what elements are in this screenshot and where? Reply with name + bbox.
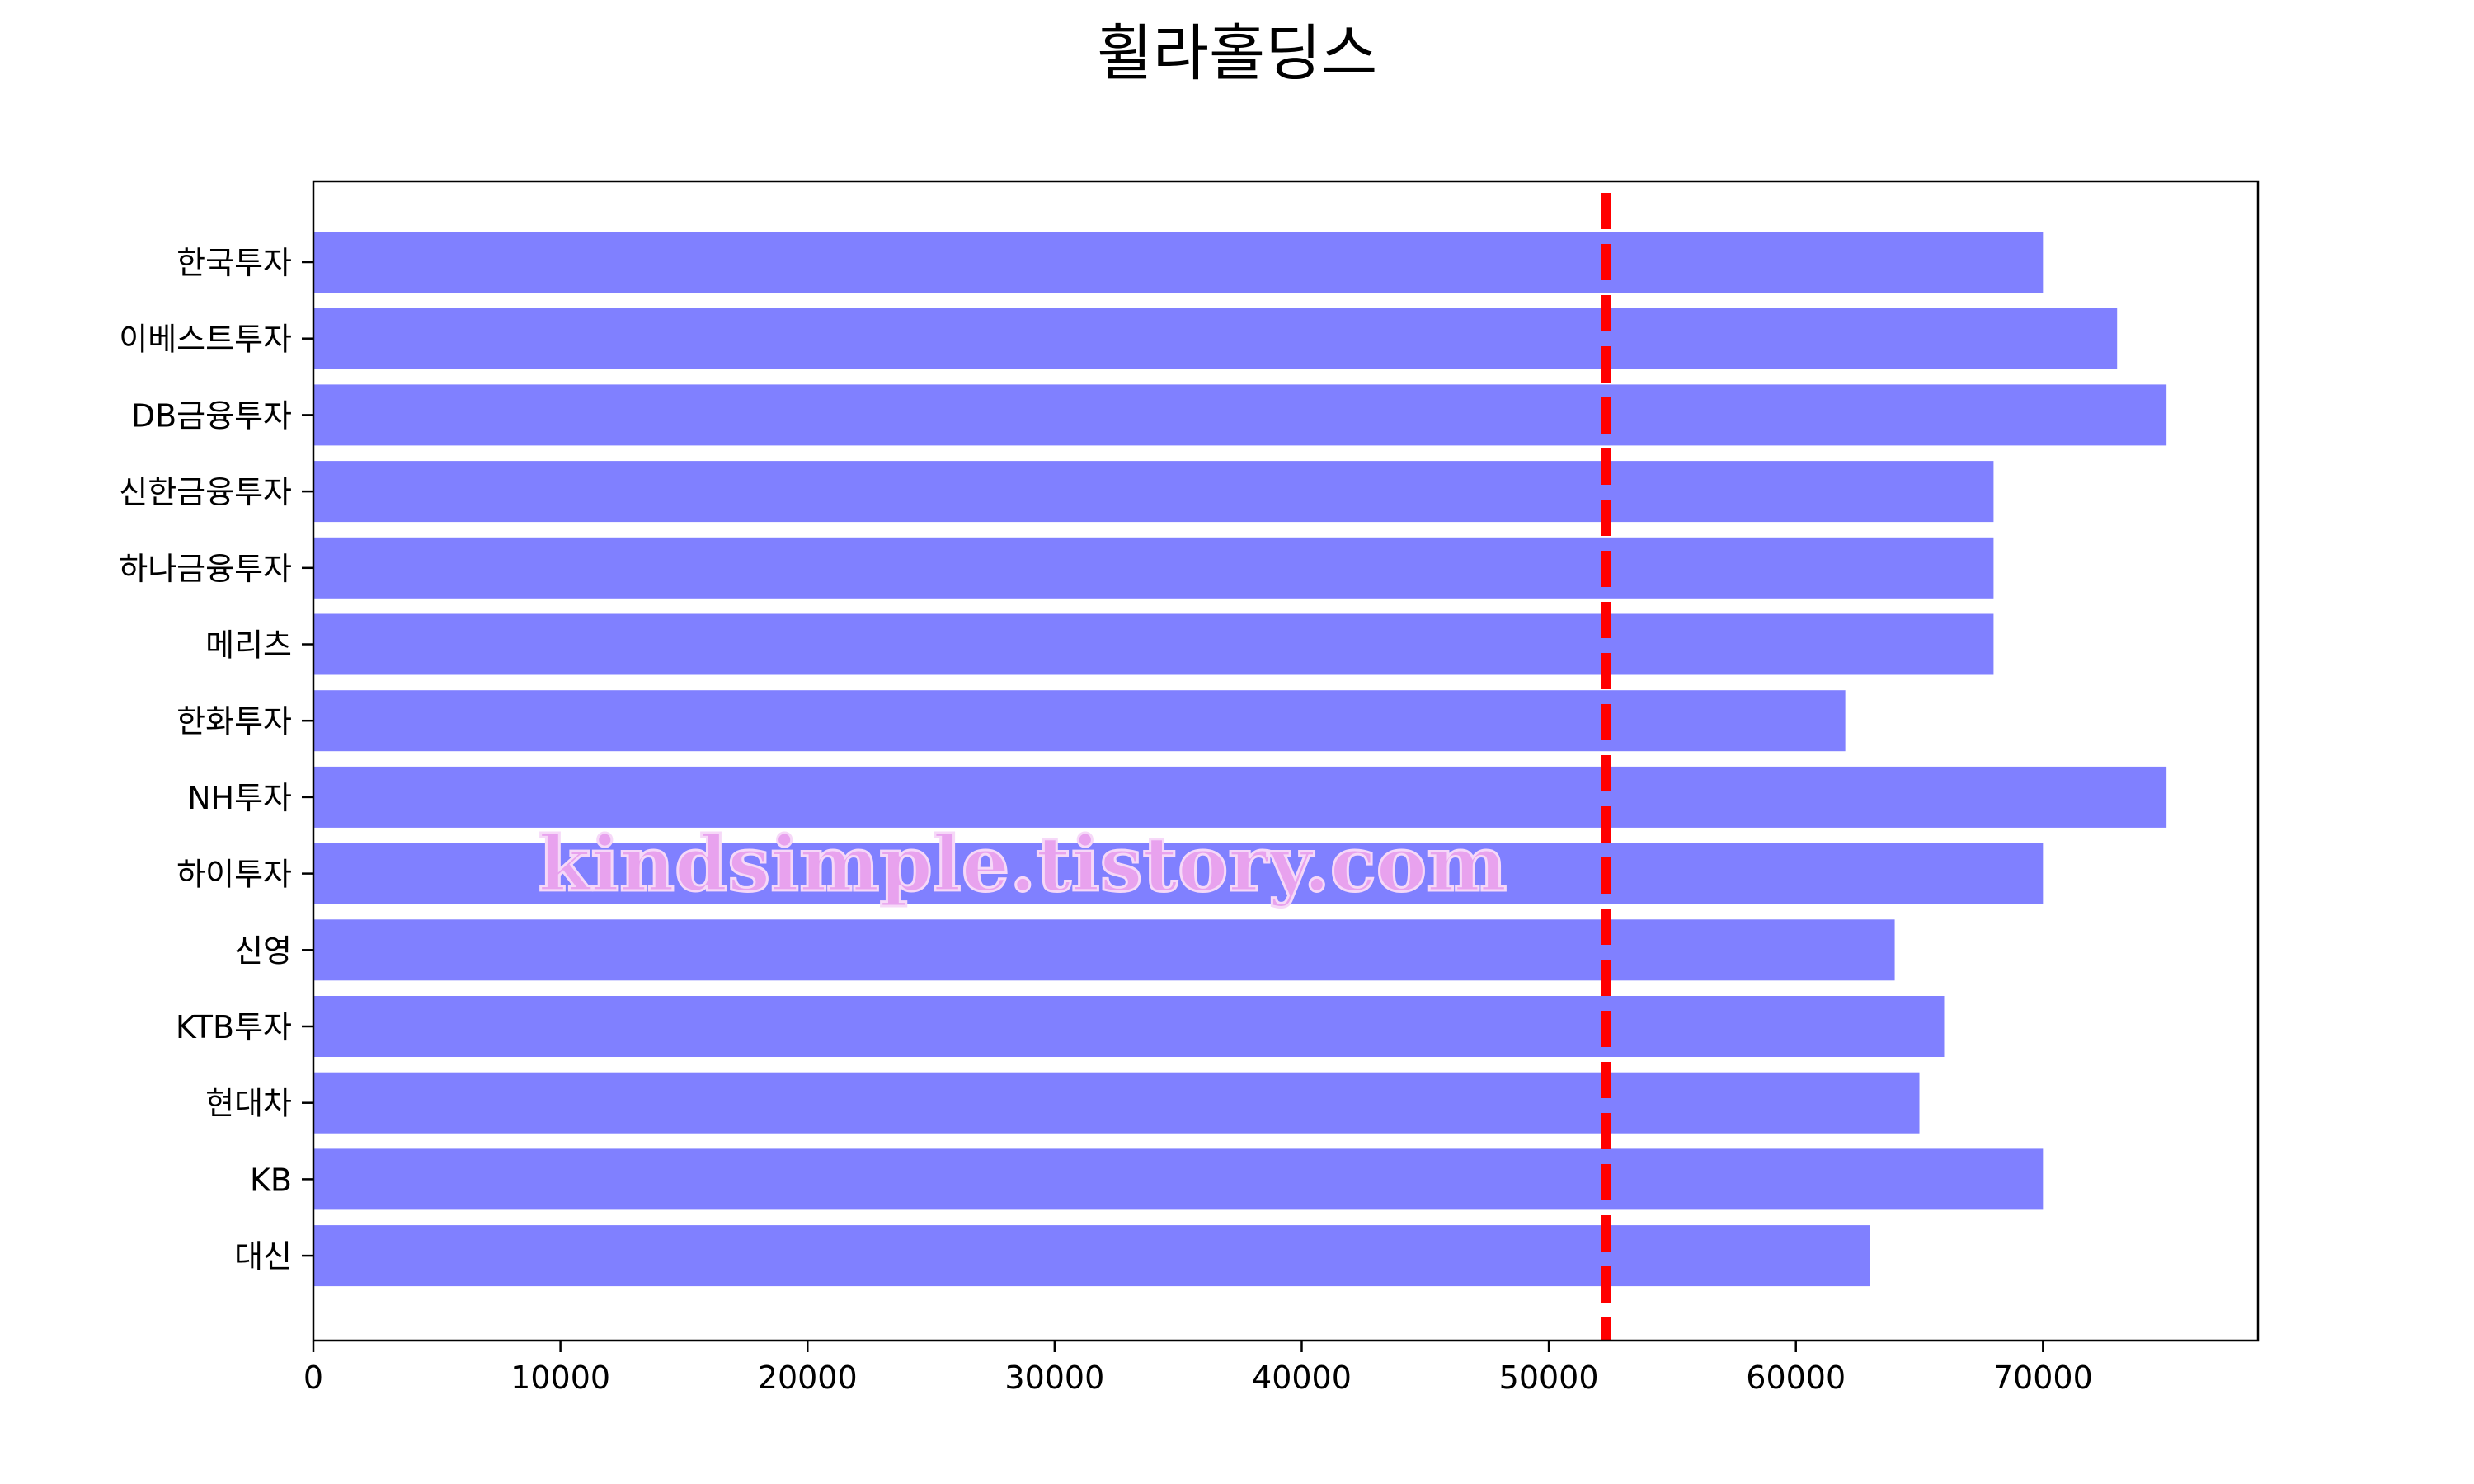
y-tick-label: KTB투자 xyxy=(176,1009,292,1045)
y-tick-label: 신영 xyxy=(234,932,292,969)
x-tick-label: 0 xyxy=(303,1360,323,1396)
bar xyxy=(313,1225,1870,1287)
x-tick-labels: 0 10000 20000 30000 40000 50000 60000 70000 xyxy=(303,1341,2093,1396)
bar xyxy=(313,919,1895,981)
chart-title: 휠라홀딩스 xyxy=(1097,18,1377,89)
bar xyxy=(313,537,1994,599)
bar xyxy=(313,461,1994,523)
x-tick-label: 10000 xyxy=(510,1360,610,1396)
x-tick-label: 50000 xyxy=(1499,1360,1599,1396)
x-tick-label: 20000 xyxy=(758,1360,858,1396)
bar xyxy=(313,232,2044,293)
y-tick-label: DB금융투자 xyxy=(131,397,292,434)
bar xyxy=(313,690,1846,752)
y-tick-label: 하나금융투자 xyxy=(119,551,292,587)
y-tick-label: 현대차 xyxy=(205,1086,292,1122)
bar xyxy=(313,996,1945,1057)
x-tick-label: 70000 xyxy=(1993,1360,2093,1396)
y-tick-label: 하이투자 xyxy=(176,857,292,893)
y-tick-label: 대신 xyxy=(234,1238,292,1275)
y-tick-label: 한국투자 xyxy=(176,245,292,281)
y-tick-label: 신한금융투자 xyxy=(119,474,292,510)
bar xyxy=(313,843,2044,904)
watermark-text: kindsimple.tistory.com xyxy=(538,819,1507,909)
bar xyxy=(313,384,2167,446)
y-tick-label: NH투자 xyxy=(187,780,292,816)
bar xyxy=(313,613,1994,675)
y-tick-label: 한화투자 xyxy=(176,703,292,740)
x-tick-label: 40000 xyxy=(1252,1360,1352,1396)
bar xyxy=(313,308,2118,369)
y-tick-label: KB xyxy=(250,1162,292,1198)
x-tick-label: 30000 xyxy=(1004,1360,1104,1396)
y-tick-label: 메리츠 xyxy=(205,627,292,664)
bars-group xyxy=(313,232,2167,1287)
y-tick-label: 이베스트투자 xyxy=(119,322,292,358)
bar xyxy=(313,1148,2044,1210)
plot-frame xyxy=(312,180,2260,1342)
x-tick-label: 60000 xyxy=(1746,1360,1846,1396)
bar xyxy=(313,766,2167,828)
bar xyxy=(313,1072,1920,1134)
